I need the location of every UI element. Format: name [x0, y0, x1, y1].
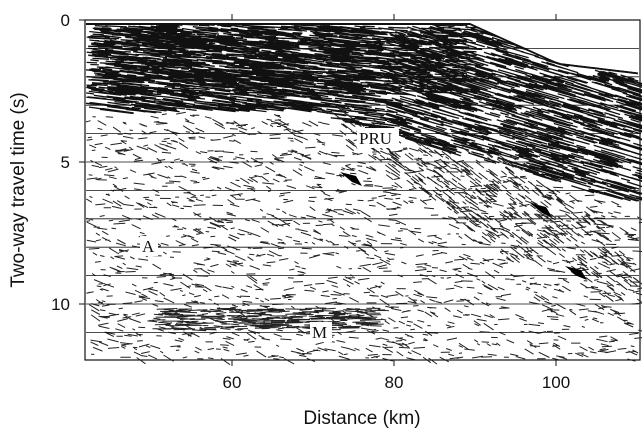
arrow-marker	[565, 266, 587, 280]
annotation-pru: PRU	[357, 128, 399, 148]
svg-text:PRU: PRU	[359, 129, 392, 148]
plot-frame	[84, 19, 641, 361]
x-tick-label: 60	[223, 373, 242, 392]
y-tick-label: 10	[51, 295, 70, 314]
seismic-reflection-texture	[85, 23, 642, 366]
x-axis-title: Distance (km)	[303, 408, 420, 429]
x-tick-label: 100	[542, 373, 570, 392]
y-axis	[79, 19, 85, 305]
arrow-marker	[340, 172, 362, 186]
arrow-marker	[530, 203, 552, 217]
y-tick-label: 0	[61, 11, 70, 30]
arrow-markers	[340, 172, 587, 280]
time-gridlines	[86, 48, 639, 333]
svg-text:M: M	[312, 323, 327, 342]
x-axis	[231, 14, 557, 366]
y-axis-title: Two-way travel time (s)	[8, 92, 29, 287]
x-tick-label: 80	[385, 373, 404, 392]
annotation-a: A	[140, 236, 158, 256]
annotation-m: M	[310, 322, 332, 342]
svg-text:A: A	[142, 237, 155, 256]
seafloor-reflector	[86, 21, 639, 75]
y-tick-label: 5	[61, 153, 70, 172]
